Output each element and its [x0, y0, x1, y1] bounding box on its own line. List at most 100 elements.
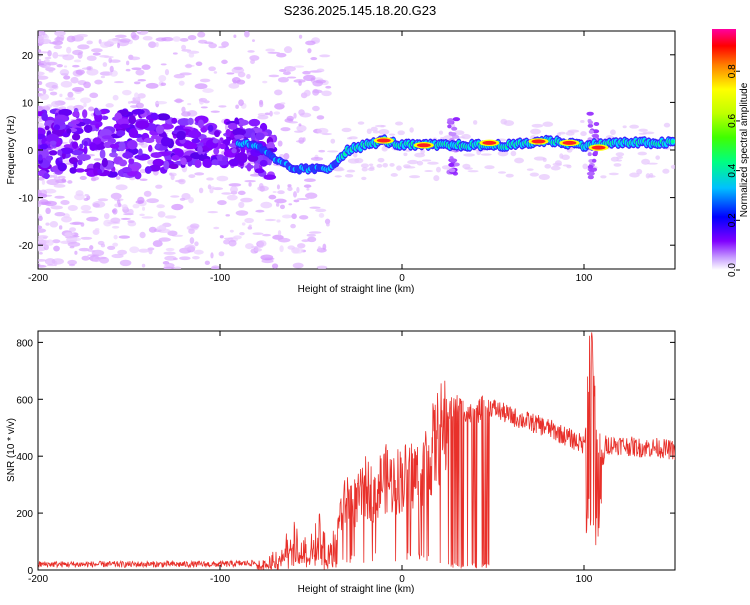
heatmap-noise-blob	[114, 34, 127, 39]
heatmap-purple-blob	[111, 147, 117, 154]
heatmap-streak-blob	[446, 120, 454, 125]
heatmap-purple-blob	[92, 137, 102, 145]
heatmap-noise-blob	[69, 227, 77, 232]
heatmap-noise-blob	[172, 52, 178, 55]
heatmap-noise-blob	[152, 240, 163, 248]
heatmap-noise-blob	[366, 128, 372, 135]
heatmap-noise-blob	[389, 162, 395, 167]
snr-line-group	[38, 332, 675, 570]
heatmap-noise-blob	[204, 260, 210, 266]
heatmap-purple-blob	[101, 135, 113, 140]
heatmap-noise-blob	[71, 221, 83, 225]
heatmap-noise-blob	[117, 42, 121, 49]
spectrogram-xlabel: Height of straight line (km)	[298, 284, 415, 295]
heatmap-noise-blob	[308, 231, 322, 234]
heatmap-noise-blob	[280, 127, 291, 132]
heatmap-purple-blob	[202, 158, 212, 168]
heatmap-noise-blob	[464, 167, 473, 170]
heatmap-noise-blob	[247, 50, 255, 53]
spectrogram-ytick-label: 0	[27, 146, 33, 157]
heatmap-noise-blob	[251, 39, 256, 42]
heatmap-purple-blob	[214, 130, 221, 138]
heatmap-noise-blob	[194, 172, 205, 176]
heatmap-noise-blob	[108, 57, 113, 64]
heatmap-purple-blob	[148, 144, 153, 153]
heatmap-noise-blob	[145, 82, 159, 89]
heatmap-noise-blob	[88, 106, 95, 112]
heatmap-noise-blob	[341, 127, 352, 133]
heatmap-noise-blob	[407, 159, 419, 165]
heatmap-noise-blob	[156, 225, 167, 231]
heatmap-noise-blob	[48, 88, 54, 92]
heatmap-purple-blob	[62, 132, 70, 138]
heatmap-noise-blob	[224, 124, 229, 131]
heatmap-noise-blob	[213, 226, 220, 230]
heatmap-noise-blob	[158, 237, 171, 242]
heatmap-noise-blob	[248, 182, 252, 187]
heatmap-noise-blob	[315, 208, 327, 213]
heatmap-purple-blob	[79, 143, 84, 149]
heatmap-noise-blob	[550, 165, 561, 171]
heatmap-noise-blob	[76, 33, 88, 38]
heatmap-purple-blob	[44, 125, 50, 131]
heatmap-purple-blob	[101, 115, 109, 120]
heatmap-noise-blob	[376, 163, 383, 168]
heatmap-noise-blob	[567, 129, 580, 133]
heatmap-noise-blob	[441, 165, 451, 170]
heatmap-noise-blob	[497, 150, 509, 157]
heatmap-noise-blob	[268, 194, 277, 200]
heatmap-noise-blob	[655, 155, 661, 160]
heatmap-noise-blob	[46, 61, 58, 66]
heatmap-noise-blob	[89, 92, 99, 99]
colorbar-tick-label: 0.6	[727, 114, 738, 128]
heatmap-purple-blob	[66, 128, 72, 134]
heatmap-hotspot-core	[591, 145, 606, 150]
colorbar-ticks: 0.0 0.2 0.4 0.6 0.8	[727, 64, 740, 277]
heatmap-noise-blob	[438, 130, 444, 135]
heatmap-purple-blob	[150, 112, 159, 120]
heatmap-noise-blob	[86, 216, 99, 222]
heatmap-noise-blob	[636, 168, 643, 175]
heatmap-noise-blob	[600, 175, 607, 179]
heatmap-noise-blob	[111, 209, 116, 214]
heatmap-noise-blob	[305, 40, 316, 46]
heatmap-noise-blob	[66, 105, 76, 111]
heatmap-noise-blob	[53, 245, 60, 252]
heatmap-noise-blob	[184, 244, 196, 251]
heatmap-noise-blob	[67, 180, 73, 184]
heatmap-hotspot-core	[562, 140, 577, 145]
spectrogram-ytick-label: -20	[19, 241, 34, 252]
heatmap-noise-blob	[353, 152, 358, 158]
heatmap-noise-blob	[238, 99, 244, 106]
heatmap-noise-blob	[319, 54, 331, 58]
heatmap-noise-blob	[164, 215, 177, 219]
heatmap-noise-blob	[99, 71, 113, 76]
heatmap-noise-blob	[397, 130, 405, 136]
heatmap-noise-blob	[287, 186, 293, 192]
heatmap-noise-blob	[435, 166, 441, 173]
heatmap-noise-blob	[424, 170, 434, 173]
heatmap-noise-blob	[133, 81, 141, 85]
snr-xlabel: Height of straight line (km)	[298, 584, 415, 595]
heatmap-streak-blob	[591, 167, 598, 172]
heatmap-noise-blob	[207, 184, 212, 190]
heatmap-noise-blob	[74, 250, 78, 255]
heatmap-noise-blob	[616, 159, 623, 162]
heatmap-noise-blob	[276, 184, 280, 190]
heatmap-noise-blob	[38, 49, 42, 53]
heatmap-noise-blob	[257, 240, 267, 247]
heatmap-noise-blob	[396, 165, 402, 171]
heatmap-noise-blob	[212, 187, 224, 191]
heatmap-noise-blob	[109, 65, 114, 73]
heatmap-noise-blob	[291, 213, 297, 220]
heatmap-purple-blob	[150, 152, 163, 159]
heatmap-purple-blob	[53, 124, 61, 131]
heatmap-purple-blob	[135, 120, 150, 129]
heatmap-noise-blob	[615, 152, 625, 157]
heatmap-noise-blob	[269, 110, 273, 117]
heatmap-noise-blob	[135, 69, 145, 76]
heatmap-noise-blob	[38, 245, 44, 252]
heatmap-noise-blob	[170, 174, 175, 181]
heatmap-noise-blob	[111, 253, 124, 259]
heatmap-noise-blob	[416, 160, 424, 166]
